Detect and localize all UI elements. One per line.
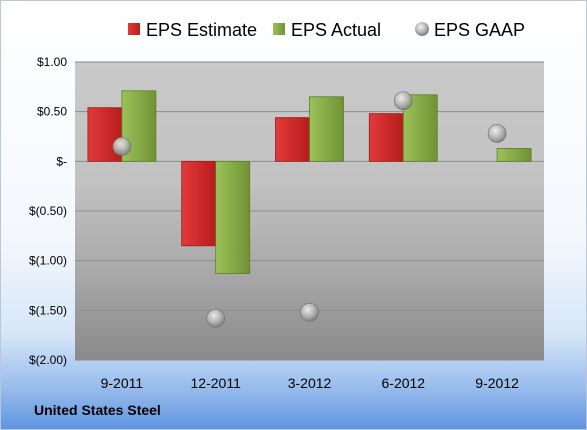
- y-tick-label: $1.00: [37, 55, 67, 69]
- legend-gaap-label: EPS GAAP: [434, 20, 525, 40]
- y-axis-ticks: $1.00 $0.50 $- $(0.50) $(1.00) $(1.50) $(2.00): [29, 55, 67, 367]
- bars: [87, 90, 532, 274]
- legend-actual-swatch: [273, 23, 285, 35]
- gaap-points: [112, 91, 507, 328]
- legend-estimate-label: EPS Estimate: [146, 20, 257, 40]
- gaap-point: [393, 91, 413, 111]
- y-tick-label: $-: [56, 154, 67, 168]
- legend-actual-label: EPS Actual: [291, 20, 381, 40]
- legend: EPS Estimate EPS Actual EPS GAAP: [128, 20, 525, 40]
- bar-eps-estimate: [368, 113, 404, 162]
- legend-gaap-marker: [415, 22, 429, 36]
- y-tick-label: $0.50: [37, 105, 67, 119]
- x-tick-label: 9-2011: [101, 375, 144, 391]
- x-tick-label: 6-2012: [382, 375, 426, 391]
- x-tick-label: 3-2012: [288, 375, 332, 391]
- gaap-point: [300, 303, 319, 322]
- x-tick-label: 12-2011: [191, 375, 242, 391]
- x-tick-label: 9-2012: [475, 375, 519, 391]
- y-tick-label: $(2.00): [29, 353, 67, 367]
- gaap-point: [206, 308, 225, 328]
- gaap-point: [487, 124, 507, 143]
- y-tick-label: $(1.50): [29, 303, 67, 317]
- legend-estimate-swatch: [128, 23, 140, 35]
- bar-eps-estimate: [181, 160, 217, 247]
- bar-eps-actual: [215, 160, 251, 274]
- y-tick-label: $(0.50): [29, 204, 67, 218]
- bar-eps-actual: [496, 148, 532, 162]
- x-axis-categories: 9-2011 12-2011 3-2012 6-2012 9-2012: [101, 375, 519, 391]
- bar-eps-actual: [309, 96, 344, 162]
- gaap-point: [112, 137, 132, 156]
- company-name: United States Steel: [34, 402, 161, 418]
- bar-eps-estimate: [275, 117, 310, 162]
- y-tick-label: $(1.00): [29, 254, 67, 268]
